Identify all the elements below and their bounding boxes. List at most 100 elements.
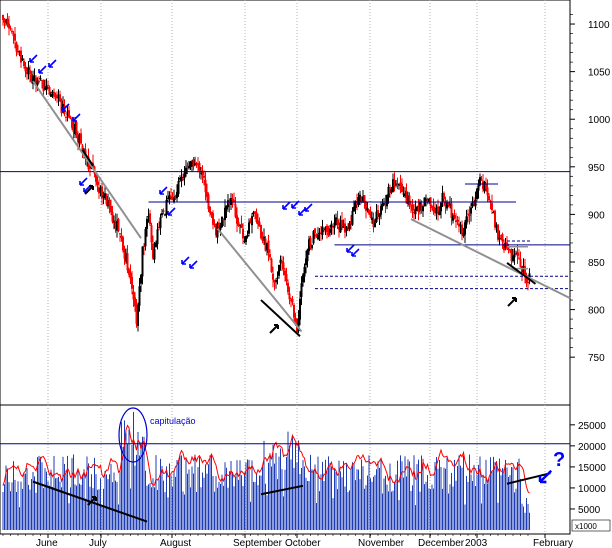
black-arrow-october (269, 324, 279, 334)
candle-body (21, 58, 24, 61)
volume-tick-label: 20000 (578, 442, 606, 453)
candle-body (461, 224, 463, 235)
candle-body (23, 60, 25, 67)
arrows-layer (29, 54, 553, 506)
candle-body (266, 242, 268, 250)
candle-body (48, 86, 51, 95)
candle-body (209, 206, 211, 213)
candle-body (89, 166, 91, 169)
candle-body (65, 116, 67, 118)
candle-body (306, 249, 309, 262)
candle-body (237, 222, 240, 226)
candle-body (33, 75, 36, 77)
candle-body (381, 204, 384, 207)
candle-body (344, 223, 346, 233)
capitulation-label: capitulação (150, 416, 196, 426)
candle-body (116, 221, 118, 231)
candle-body (495, 224, 498, 228)
blue-arrow (79, 177, 88, 186)
volume-tick-label: 25000 (578, 421, 606, 432)
candle-body (368, 209, 370, 214)
candle-body (24, 66, 27, 72)
candle-body (275, 279, 277, 283)
grid-layer (47, 0, 546, 534)
candle-body (326, 225, 328, 233)
candle-body (498, 237, 501, 240)
candle-body (128, 269, 130, 275)
candle-body (354, 201, 357, 208)
candle-body (339, 222, 342, 233)
candle-body (425, 199, 427, 201)
candle-body (519, 258, 522, 268)
candle-body (389, 187, 391, 194)
volume-unit-label: x1000 (575, 522, 597, 531)
candle-body (246, 235, 249, 237)
candle-body (332, 226, 334, 228)
candle-body (53, 92, 55, 97)
candle-body (527, 282, 529, 284)
candle-body (318, 232, 321, 234)
candle-body (512, 255, 514, 262)
candle-body (99, 188, 102, 193)
candle-body (143, 245, 145, 247)
candle-body (342, 225, 345, 228)
candle-body (39, 78, 42, 80)
candle-body (153, 248, 156, 260)
blue-arrow (291, 200, 300, 209)
candle-body (450, 203, 453, 218)
candle-body (188, 166, 190, 169)
candle-body (362, 196, 364, 201)
candle-body (422, 206, 424, 212)
candle-body (474, 199, 477, 207)
candle-body (434, 209, 436, 213)
candle-body (44, 87, 46, 90)
candle-body (305, 258, 307, 266)
candle-body (41, 79, 43, 82)
candle-body (417, 205, 420, 213)
candle-body (278, 264, 280, 276)
candle-body (489, 201, 492, 203)
candle-body (486, 187, 489, 196)
candle-body (210, 211, 213, 215)
candle-body (15, 42, 18, 52)
volume-average-line (2, 424, 530, 494)
candle-body (506, 242, 508, 249)
candle-body (248, 222, 250, 234)
candle-body (293, 304, 295, 318)
candle-body (404, 193, 406, 197)
candle-body (234, 204, 237, 217)
candle-body (294, 317, 297, 325)
candle-body (27, 67, 30, 75)
candle-body (8, 23, 10, 29)
candle-body (38, 80, 40, 82)
month-label: September (233, 538, 283, 548)
candle-body (228, 202, 231, 205)
candle-body (468, 214, 471, 216)
candle-body (386, 195, 388, 207)
candle-body (360, 196, 363, 203)
candle-body (264, 238, 267, 251)
candle-body (158, 227, 160, 229)
candle-body (282, 262, 285, 270)
candle-body (488, 195, 490, 201)
black-tangent-1 (81, 149, 94, 167)
candle-body (147, 216, 150, 218)
candle-body (291, 298, 294, 303)
candle-body (176, 191, 178, 199)
candle-body (56, 94, 58, 99)
candle-body (338, 226, 340, 230)
candle-body (215, 223, 217, 236)
candle-body (297, 318, 300, 332)
candle-body (179, 178, 181, 180)
candle-body (405, 190, 408, 204)
candle-body (218, 222, 220, 230)
trendlines-layer (0, 80, 571, 523)
blue-arrow-volume (538, 469, 553, 484)
candle-body (203, 175, 205, 178)
month-label: August (160, 538, 191, 548)
candle-body (336, 219, 339, 226)
candle-body (186, 165, 189, 167)
capitulation-circle (118, 407, 148, 463)
candle-body (243, 240, 246, 242)
candle-body (167, 197, 169, 199)
